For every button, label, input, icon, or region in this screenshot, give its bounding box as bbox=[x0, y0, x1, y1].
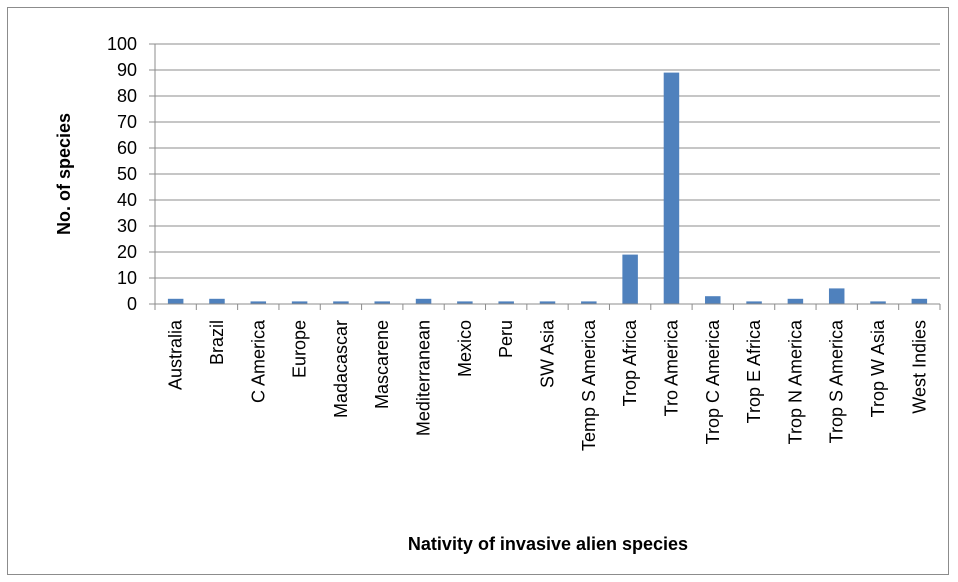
y-tick-label: 40 bbox=[117, 190, 137, 210]
x-tick-label: Trop Africa bbox=[620, 319, 640, 406]
x-tick-label: Trop C America bbox=[703, 319, 723, 444]
y-tick-label: 80 bbox=[117, 86, 137, 106]
bar bbox=[870, 301, 886, 304]
bar bbox=[291, 301, 308, 304]
x-tick-label: Brazil bbox=[207, 320, 227, 365]
gridlines bbox=[149, 43, 940, 305]
x-axis-title: Nativity of invasive alien species bbox=[408, 534, 688, 554]
y-tick-labels: 0 10 20 30 40 50 60 70 80 90 100 bbox=[107, 34, 137, 314]
bar bbox=[746, 301, 762, 304]
y-tick-label: 10 bbox=[117, 268, 137, 288]
x-tick-label: Mediterranean bbox=[414, 320, 434, 436]
x-tick-label: Peru bbox=[496, 320, 516, 358]
bar bbox=[250, 301, 267, 304]
chart-frame bbox=[7, 7, 949, 575]
bar bbox=[498, 301, 514, 304]
y-tick-label: 70 bbox=[117, 112, 137, 132]
x-tick-label: Trop E Africa bbox=[744, 319, 764, 423]
bar bbox=[167, 298, 184, 304]
bar bbox=[705, 296, 721, 304]
y-tick-label: 50 bbox=[117, 164, 137, 184]
y-tick-label: 100 bbox=[107, 34, 137, 54]
y-tick-label: 90 bbox=[117, 60, 137, 80]
bar bbox=[622, 254, 638, 304]
bar bbox=[581, 301, 597, 304]
y-tick-label: 30 bbox=[117, 216, 137, 236]
y-tick-label: 20 bbox=[117, 242, 137, 262]
x-tick-labels: Australia Brazil C America Europe Madacascar… bbox=[166, 319, 930, 451]
x-tick-label: Tro America bbox=[661, 319, 681, 416]
bar bbox=[415, 298, 432, 304]
bar bbox=[539, 301, 556, 304]
y-tick-label: 0 bbox=[127, 294, 137, 314]
bar bbox=[374, 301, 390, 304]
y-axis-title: No. of species bbox=[54, 113, 74, 235]
x-tick-label: Australia bbox=[166, 319, 186, 390]
x-tick-label: Trop N America bbox=[785, 319, 805, 444]
bar bbox=[911, 298, 928, 304]
x-tick-label: Mexico bbox=[455, 320, 475, 377]
y-tick-label: 60 bbox=[117, 138, 137, 158]
x-tick-label: Europe bbox=[290, 320, 310, 378]
bar bbox=[828, 288, 845, 304]
x-tick-label: Trop S America bbox=[827, 319, 847, 443]
x-tick-label: C America bbox=[248, 319, 268, 403]
bar bbox=[333, 301, 349, 304]
x-tick-label: Madacascar bbox=[331, 320, 351, 418]
x-tick-label: Mascarene bbox=[372, 320, 392, 409]
axes bbox=[154, 44, 941, 310]
bars bbox=[167, 72, 928, 304]
bar bbox=[209, 298, 225, 304]
bar bbox=[457, 301, 473, 304]
x-tick-label: West Indies bbox=[909, 320, 929, 414]
bar bbox=[787, 298, 804, 304]
x-tick-label: SW Asia bbox=[538, 319, 558, 388]
x-tick-label: Temp S America bbox=[579, 319, 599, 451]
bar bbox=[663, 72, 680, 304]
x-tick-label: Trop W Asia bbox=[868, 319, 888, 417]
